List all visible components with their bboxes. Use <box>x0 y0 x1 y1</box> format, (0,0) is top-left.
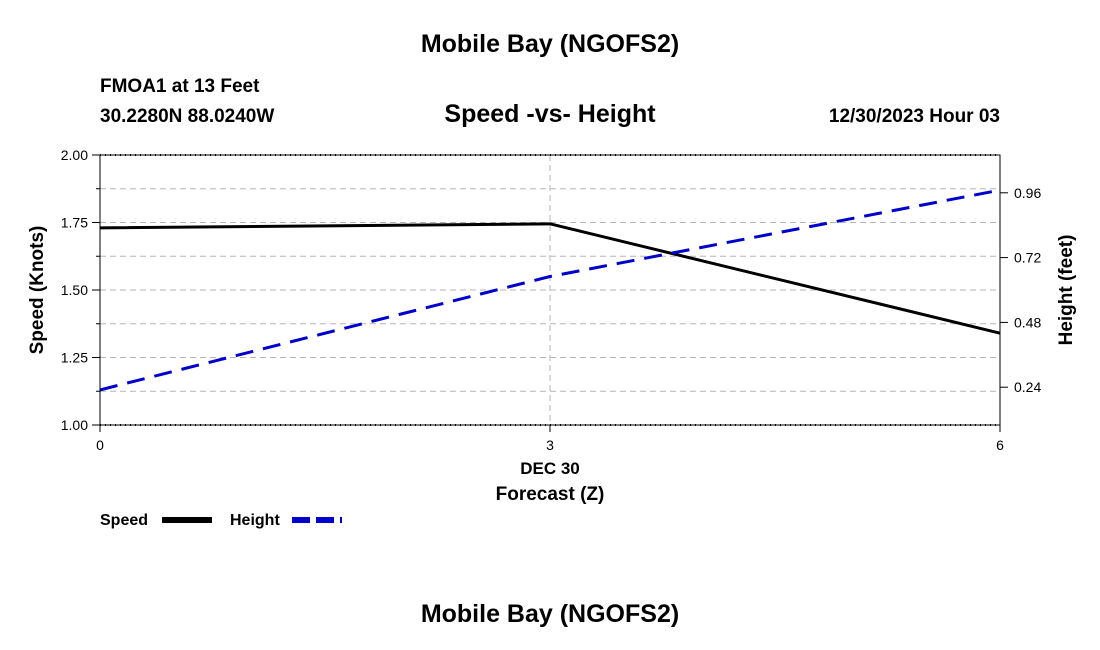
legend-height-label: Height <box>230 512 280 529</box>
station-coordinates: 30.2280N 88.0240W <box>100 106 275 127</box>
y-tick-label: 1.25 <box>61 350 88 366</box>
y2-tick-label: 0.72 <box>1014 250 1041 266</box>
y2-tick-label: 0.48 <box>1014 314 1041 330</box>
y-tick-label: 1.00 <box>61 417 88 433</box>
x-tick-label: 6 <box>996 437 1004 453</box>
x-axis-title: Forecast (Z) <box>496 484 605 505</box>
axis-ticks <box>92 154 1008 432</box>
x-tick-label: 0 <box>96 437 104 453</box>
y2-tick-label: 0.24 <box>1014 379 1041 395</box>
grid <box>100 155 1000 425</box>
tick-labels: 1.00 1.25 1.50 1.75 2.00 0.24 0.48 0.72 0.96 0 3 6 <box>61 147 1042 453</box>
legend: Speed Height <box>100 512 342 529</box>
series-height-line <box>99 188 1001 392</box>
series-speed-line <box>99 222 1001 335</box>
forecast-datetime: 12/30/2023 Hour 03 <box>828 106 1000 127</box>
y-tick-label: 1.50 <box>61 282 88 298</box>
x-tick-label: 3 <box>546 437 554 453</box>
y2-tick-label: 0.96 <box>1014 185 1041 201</box>
y-axis-title: Speed (Knots) <box>27 226 48 355</box>
legend-speed-label: Speed <box>100 512 148 529</box>
x-date-label: DEC 30 <box>520 459 580 478</box>
station-label: FMOA1 at 13 Feet <box>100 76 260 97</box>
y-tick-label: 1.75 <box>61 215 88 231</box>
series-lines <box>99 188 1001 392</box>
chart-subtitle: Speed -vs- Height <box>444 100 656 128</box>
chart-title: Mobile Bay (NGOFS2) <box>420 30 680 58</box>
footer-title: Mobile Bay (NGOFS2) <box>420 600 680 628</box>
y-tick-label: 2.00 <box>61 147 88 163</box>
y2-axis-title: Height (feet) <box>1056 235 1077 346</box>
